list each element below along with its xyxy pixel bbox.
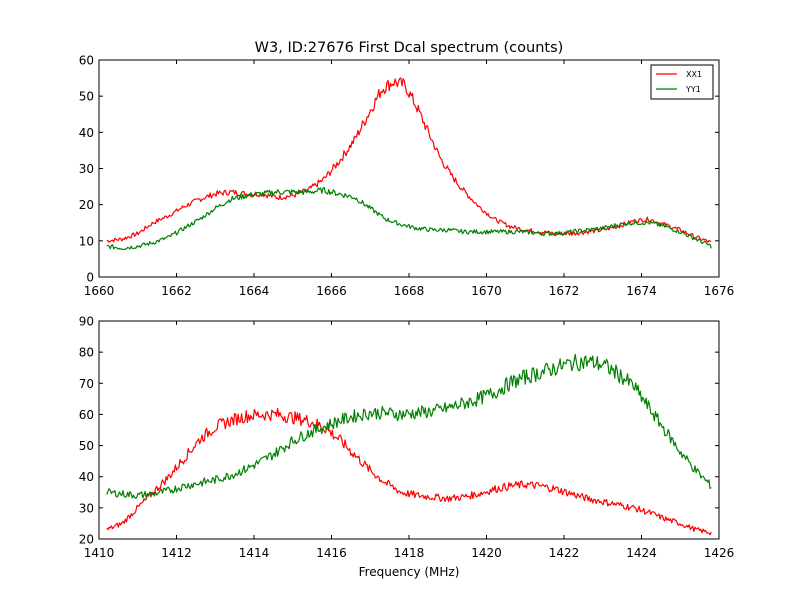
series-line-xx1 [106,407,712,536]
y-tick-label: 40 [79,126,94,140]
x-tick-label: 1422 [549,546,580,560]
series-group [106,353,712,536]
x-tick-label: 1414 [239,546,270,560]
y-tick-label: 20 [79,198,94,212]
y-tick-label: 30 [79,162,94,176]
y-tick-label: 10 [79,234,94,248]
x-tick-label: 1666 [316,284,347,298]
y-tick-label: 20 [79,533,94,547]
x-tick-label: 1412 [161,546,192,560]
x-tick-label: 1672 [549,284,580,298]
x-tick-label: 1420 [471,546,502,560]
series-group [106,77,712,251]
y-tick-label: 60 [79,408,94,422]
x-tick-label: 1410 [84,546,115,560]
x-tick-label: 1426 [704,546,735,560]
y-tick-label: 70 [79,377,94,391]
x-tick-label: 1424 [626,546,657,560]
x-tick-label: 1660 [84,284,115,298]
series-line-yy1 [106,186,712,251]
y-tick-label: 90 [79,315,94,329]
x-tick-label: 1418 [394,546,425,560]
plot-area [99,60,719,277]
x-tick-label: 1668 [394,284,425,298]
x-tick-label: 1674 [626,284,657,298]
legend-box [650,64,714,100]
y-tick-label: 80 [79,346,94,360]
y-tick-label: 60 [79,54,94,68]
x-tick-label: 1416 [316,546,347,560]
y-tick-label: 0 [86,271,94,285]
legend-label-yy1: YY1 [685,85,701,94]
bottom-chart-panel: 1410 1412 1414 1416 1418 1420 1422 1424 1426 20 30… [79,315,735,580]
x-tick-label: 1670 [471,284,502,298]
x-tick-label: 1664 [239,284,270,298]
x-tick-label: 1662 [161,284,192,298]
plot-area [99,321,719,539]
chart-title: W3, ID:27676 First Dcal spectrum (counts… [255,40,564,56]
x-axis-label: Frequency (MHz) [359,565,460,579]
y-tick-label: 50 [79,90,94,104]
x-tick-label: 1676 [704,284,735,298]
y-tick-label: 40 [79,470,94,484]
series-line-yy1 [106,353,712,499]
y-tick-label: 30 [79,501,94,515]
top-chart-panel: 1660 1662 1664 1666 1668 1670 1672 1674 1676 0 10 2… [79,40,735,298]
y-tick-label: 50 [79,439,94,453]
legend: XX1 YY1 [650,64,714,100]
legend-label-xx1: XX1 [686,70,702,79]
